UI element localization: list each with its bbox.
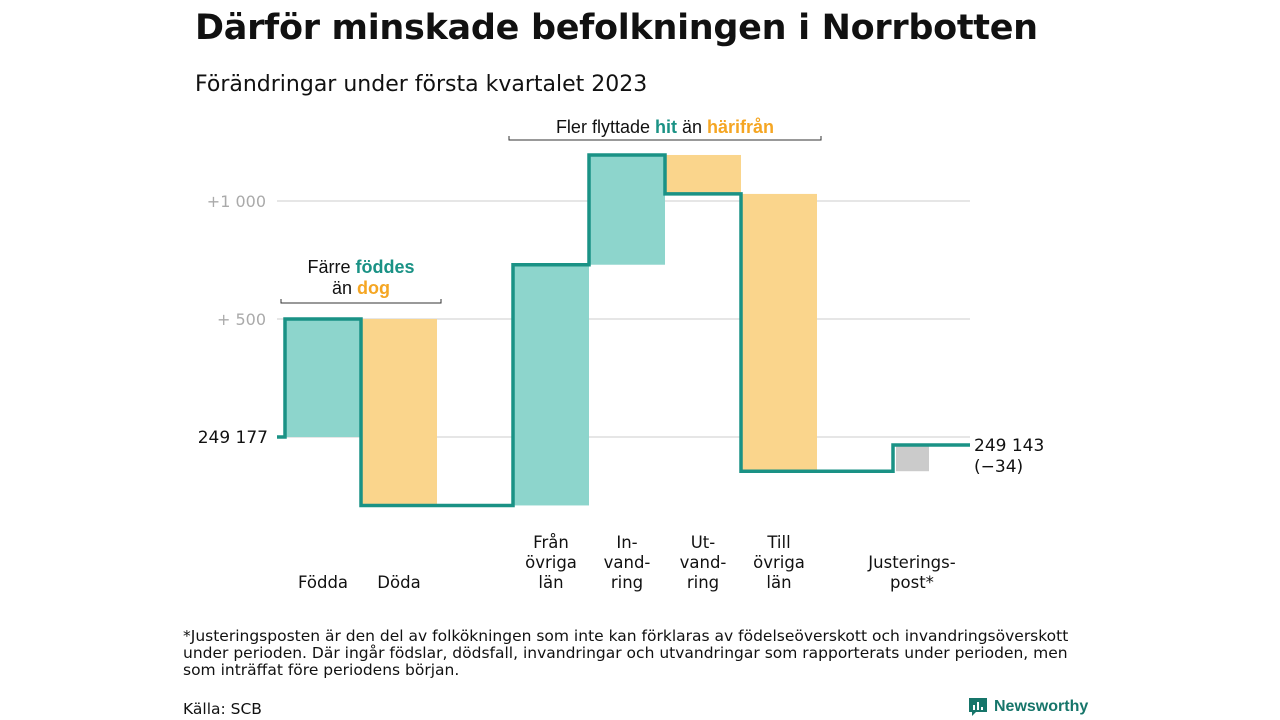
chart-title: Därför minskade befolkningen i Norrbotte… bbox=[195, 8, 1038, 48]
category-label: vand- bbox=[680, 553, 727, 572]
annotation-text: än dog bbox=[332, 278, 390, 298]
category-label: Födda bbox=[298, 573, 348, 592]
y-tick-label: + 500 bbox=[217, 310, 266, 329]
annotation-run: dog bbox=[357, 278, 390, 298]
category-label: Till bbox=[766, 533, 790, 552]
waterfall-chart: +1 000 + 500 249 177 249 143(−34) Födda Döda F… bbox=[198, 117, 1045, 592]
bar-decrease bbox=[665, 154, 741, 194]
annotation-text: Fler flyttade hit än härifrån bbox=[556, 117, 774, 137]
annotation-run: Fler flyttade bbox=[556, 117, 655, 137]
category-label: In- bbox=[616, 533, 637, 552]
category-label: län bbox=[766, 573, 791, 592]
end-value-label: 249 143 bbox=[974, 436, 1044, 456]
bar-adjustment bbox=[896, 445, 929, 472]
bar-increase bbox=[589, 154, 665, 265]
bar-decrease bbox=[361, 319, 437, 506]
annotation-run: hit bbox=[655, 117, 677, 137]
bar-chart-logo-icon bbox=[969, 698, 987, 716]
annotation-run: än bbox=[332, 278, 357, 298]
category-label: ring bbox=[687, 573, 719, 592]
brand-name: Newsworthy bbox=[994, 698, 1089, 715]
category-label: Justerings- bbox=[867, 553, 955, 572]
category-label: län bbox=[538, 573, 563, 592]
category-label: post* bbox=[890, 573, 934, 592]
end-change-label: (−34) bbox=[974, 457, 1023, 477]
category-label: ring bbox=[611, 573, 643, 592]
chart-subtitle: Förändringar under första kvartalet 2023 bbox=[195, 72, 648, 97]
start-value-label: 249 177 bbox=[198, 428, 268, 448]
annotation-run: härifrån bbox=[707, 117, 774, 137]
bar-increase bbox=[285, 319, 361, 437]
bar-decrease bbox=[741, 193, 817, 472]
level-step-line bbox=[277, 153, 970, 508]
annotation-run: än bbox=[677, 117, 707, 137]
annotation-bracket bbox=[508, 136, 822, 141]
category-label: Från bbox=[533, 533, 569, 552]
category-label: övriga bbox=[525, 553, 577, 572]
category-label: Döda bbox=[377, 573, 420, 592]
category-label: Ut- bbox=[691, 533, 716, 552]
source-label: Källa: SCB bbox=[183, 700, 262, 718]
category-label: övriga bbox=[753, 553, 805, 572]
y-tick-label: +1 000 bbox=[207, 192, 266, 211]
annotation-text: Färre föddes bbox=[307, 257, 414, 277]
category-label: vand- bbox=[604, 553, 651, 572]
newsworthy-logo: Newsworthy bbox=[968, 697, 1088, 717]
annotation-run: föddes bbox=[356, 257, 415, 277]
annotation-bracket bbox=[280, 299, 442, 304]
footnote: *Justeringsposten är den del av folkökni… bbox=[183, 627, 1069, 679]
annotation-run: Färre bbox=[307, 257, 355, 277]
bar-increase bbox=[513, 264, 589, 506]
